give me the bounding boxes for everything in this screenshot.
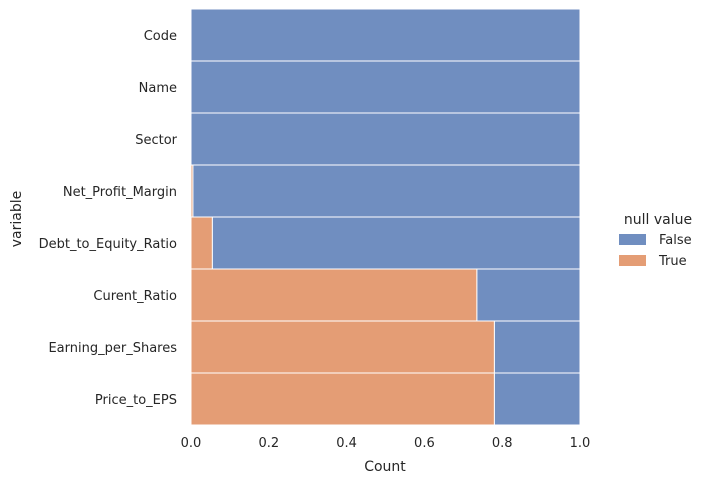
legend-title: null value: [624, 212, 692, 228]
legend-swatch-true: [619, 255, 646, 266]
bar-false-Curent_Ratio: [476, 268, 581, 322]
bar-false-Debt_to_Equity_Ratio: [211, 216, 581, 270]
bar-false-Earning_per_Shares: [493, 320, 581, 374]
legend-label-false: False: [659, 233, 692, 248]
legend-label-true: True: [658, 254, 687, 269]
x-tick-label: 0.6: [414, 436, 435, 451]
y-tick-label: Debt_to_Equity_Ratio: [39, 237, 177, 252]
y-tick-label: Code: [144, 29, 177, 44]
y-axis-label: variable: [9, 191, 25, 247]
bar-true-Curent_Ratio: [190, 268, 478, 322]
x-tick-label: 1.0: [570, 436, 591, 451]
y-tick-label: Net_Profit_Margin: [63, 185, 177, 200]
y-tick-label: Curent_Ratio: [93, 289, 177, 304]
legend-swatch-false: [619, 234, 646, 245]
bar-false-Net_Profit_Margin: [192, 164, 581, 218]
y-tick-label: Price_to_EPS: [95, 393, 177, 408]
x-axis-label: Count: [364, 459, 406, 475]
y-tick-labels: Code Name Sector Net_Profit_Margin Debt_to_E…: [39, 29, 178, 408]
x-tick-labels: 0.0 0.2 0.4 0.6 0.8 1.0: [181, 436, 591, 451]
bar-true-Earning_per_Shares: [190, 320, 495, 374]
bar-false-Code: [190, 8, 581, 62]
y-tick-label: Earning_per_Shares: [48, 341, 177, 356]
bar-false-Name: [190, 60, 581, 114]
bars-group: [190, 8, 581, 426]
x-tick-label: 0.8: [492, 436, 513, 451]
x-tick-label: 0.2: [258, 436, 279, 451]
bar-true-Price_to_EPS: [190, 372, 495, 426]
y-tick-label: Name: [139, 81, 177, 96]
x-tick-label: 0.0: [181, 436, 202, 451]
bar-false-Sector: [190, 112, 581, 166]
legend: null value False True: [619, 212, 692, 269]
bar-false-Price_to_EPS: [493, 372, 581, 426]
x-tick-label: 0.4: [336, 436, 357, 451]
y-tick-label: Sector: [135, 133, 177, 148]
bar-true-Debt_to_Equity_Ratio: [190, 216, 213, 270]
